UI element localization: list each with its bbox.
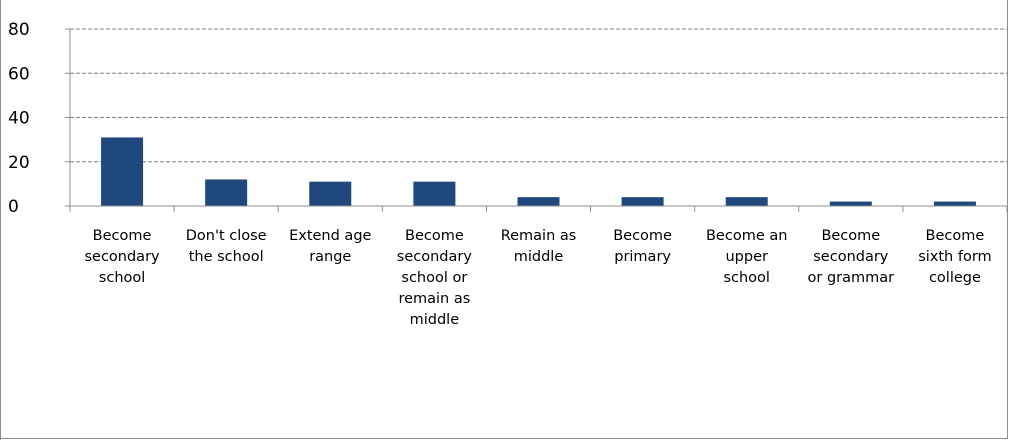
category-label-line: remain as — [398, 291, 470, 307]
bar — [309, 181, 352, 206]
category-label-line: sixth form — [918, 249, 991, 265]
y-tick-label: 20 — [8, 153, 30, 173]
category-label-line: school or — [401, 270, 467, 286]
category-label-line: middle — [514, 249, 564, 265]
y-tick-label: 40 — [8, 109, 30, 129]
category-label: Become sixth form college — [918, 228, 991, 286]
category-label-line: Become — [821, 228, 880, 244]
category-label-line: secondary — [397, 249, 473, 265]
category-label-line: Don't close — [186, 228, 267, 244]
category-label: Become primary — [613, 228, 672, 265]
bar — [205, 179, 248, 206]
category-label-line: secondary — [84, 249, 160, 265]
bar — [933, 201, 976, 206]
gridlines — [70, 28, 1007, 163]
category-label-line: primary — [614, 249, 671, 265]
bar — [829, 201, 872, 206]
category-label-line: Become — [405, 228, 464, 244]
bar — [517, 197, 560, 206]
category-label-line: Remain as — [501, 228, 577, 244]
category-label: Remain as middle — [501, 228, 577, 265]
category-label: Don't close the school — [186, 228, 267, 265]
bars — [101, 137, 976, 206]
category-label: Extend age range — [289, 228, 371, 265]
category-label-line: Become — [613, 228, 672, 244]
y-tick-label: 0 — [8, 197, 19, 217]
category-label-line: Become — [93, 228, 152, 244]
category-label: Become secondary school or remain as middle — [397, 228, 473, 328]
y-tick-label: 80 — [8, 20, 30, 40]
category-label-line: Become an — [706, 228, 787, 244]
category-label: Become secondary or grammar — [808, 228, 895, 286]
bar — [413, 181, 456, 206]
category-labels: Become secondary school Don't close the scho… — [84, 228, 991, 328]
category-label-line: school — [99, 270, 146, 286]
bar — [621, 197, 664, 206]
category-label-line: Become — [926, 228, 985, 244]
category-label-line: secondary — [813, 249, 889, 265]
axes — [65, 28, 1008, 212]
category-label-line: Extend age — [289, 228, 371, 244]
category-label-line: the school — [189, 249, 264, 265]
category-label-line: school — [723, 270, 770, 286]
category-label-line: upper — [725, 249, 768, 265]
category-label-line: range — [309, 249, 351, 265]
bar — [101, 137, 144, 206]
y-tick-label: 60 — [8, 64, 30, 84]
chart-frame-left-edge — [0, 0, 1, 440]
y-tick-labels: 0 20 40 60 80 — [8, 20, 30, 217]
bar — [725, 197, 768, 206]
category-label-line: middle — [410, 312, 460, 328]
category-label-line: or grammar — [808, 270, 895, 286]
category-label-line: college — [929, 270, 981, 286]
category-label: Become secondary school — [84, 228, 160, 286]
category-label: Become an upper school — [706, 228, 787, 286]
